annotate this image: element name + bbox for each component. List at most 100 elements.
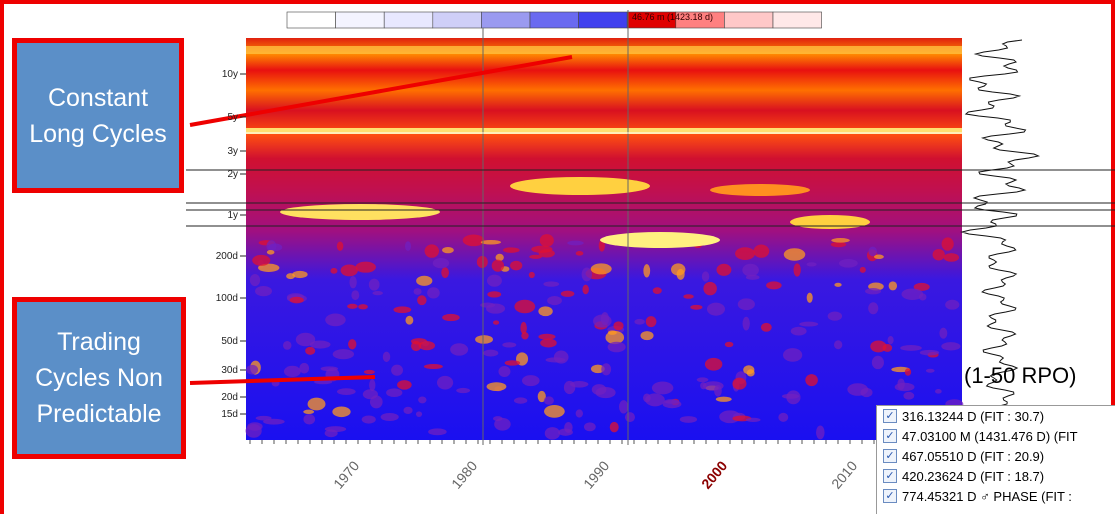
heat-blob (246, 364, 259, 375)
checkbox[interactable]: ✓ (883, 469, 897, 483)
heat-blob (613, 321, 624, 331)
legend-label: 420.23624 D (FIT : 18.7) (902, 468, 1045, 484)
heat-blob (480, 240, 501, 245)
heat-blob (724, 341, 734, 348)
heat-blob (706, 302, 725, 316)
heat-blob (282, 340, 292, 350)
heat-blob (539, 234, 554, 247)
heat-blob (502, 342, 517, 348)
heat-blob (833, 340, 843, 350)
heat-blob (486, 303, 506, 314)
heat-blob (521, 375, 540, 387)
heat-blob (600, 232, 720, 248)
heat-blob (330, 267, 338, 274)
heat-blob (320, 366, 339, 372)
y-tick-label: 200d (216, 251, 238, 262)
x-tick-label: 2010 (828, 458, 860, 492)
heat-blob (427, 287, 440, 299)
heat-blob (805, 374, 818, 387)
frame-top (0, 0, 1115, 4)
checkbox[interactable]: ✓ (883, 409, 897, 423)
heat-blob (442, 246, 454, 254)
heat-blob (340, 264, 358, 277)
heat-blob (382, 351, 391, 363)
scale-segment (772, 11, 822, 29)
legend-item[interactable]: ✓ 316.13244 D (FIT : 30.7) (877, 406, 1115, 426)
heat-blob (745, 417, 761, 423)
heat-blob (651, 381, 674, 395)
heat-blob (567, 240, 584, 246)
heat-blob (600, 312, 610, 326)
heat-blob (753, 244, 770, 258)
heat-blob (393, 306, 412, 314)
heat-blob (495, 253, 504, 262)
frame-left (0, 0, 4, 514)
heat-blob (790, 326, 807, 336)
heat-blob (436, 375, 454, 390)
heat-blob (652, 287, 662, 294)
heat-blob (295, 332, 316, 347)
heat-blob (361, 415, 376, 424)
heat-blob (860, 387, 873, 398)
heat-blob (483, 349, 499, 357)
heat-blob (266, 249, 275, 255)
heat-blob (941, 342, 961, 351)
heat-blob (363, 369, 375, 375)
heat-blob (903, 391, 915, 400)
heat-blob (543, 281, 560, 287)
scale-segment (335, 11, 385, 29)
heat-band (246, 46, 962, 54)
heat-blob (543, 396, 554, 405)
heat-blob (504, 360, 521, 366)
legend-item[interactable]: ✓ 47.03100 M (1431.476 D) (FIT (877, 426, 1115, 446)
heat-blob (538, 333, 556, 340)
y-tick-label: 10y (222, 69, 238, 80)
heat-blob (442, 313, 460, 322)
heat-blob (538, 306, 553, 317)
legend-item[interactable]: ✓ 467.05510 D (FIT : 20.9) (877, 446, 1115, 466)
heat-blob (428, 428, 447, 436)
scale-segment (724, 11, 774, 29)
checkbox[interactable]: ✓ (883, 489, 897, 503)
heat-blob (591, 384, 607, 395)
x-tick-label: 1990 (580, 458, 612, 492)
heat-blob (332, 406, 351, 418)
heat-blob (404, 241, 412, 252)
heat-blob (303, 409, 315, 414)
heat-blob (309, 340, 331, 349)
heat-blob (491, 259, 505, 272)
heat-blob (830, 241, 847, 248)
heat-blob (624, 412, 635, 423)
heat-blob (900, 344, 922, 351)
heat-blob (865, 288, 882, 295)
heat-blob (901, 288, 924, 300)
heat-blob (336, 241, 344, 251)
heat-blob (702, 381, 724, 391)
checkbox[interactable]: ✓ (883, 449, 897, 463)
heat-blob (391, 364, 403, 376)
legend-item[interactable]: ✓ 774.45321 D ♂ PHASE (FIT : (877, 486, 1115, 506)
cycle-legend: ✓ 316.13244 D (FIT : 30.7) ✓ 47.03100 M (14… (876, 405, 1115, 514)
heat-blob (368, 278, 380, 291)
legend-item[interactable]: ✓ 420.23624 D (FIT : 18.7) (877, 466, 1115, 486)
heat-blob (766, 281, 782, 290)
heat-blob (590, 364, 605, 374)
heat-blob (737, 298, 755, 311)
heat-blob (307, 397, 326, 411)
heat-blob (418, 396, 427, 404)
heat-blob (619, 400, 629, 414)
heat-blob (897, 378, 905, 390)
y-tick-label: 3y (227, 146, 238, 157)
heat-blob (349, 276, 357, 289)
legend-label: 316.13244 D (FIT : 30.7) (902, 408, 1045, 424)
checkbox[interactable]: ✓ (883, 429, 897, 443)
heat-blob (299, 362, 310, 374)
heat-blob (607, 341, 626, 353)
heat-blob (252, 254, 271, 266)
heat-blob (547, 295, 562, 306)
heat-blob (601, 363, 612, 376)
heat-blob (799, 321, 819, 327)
heat-blob (386, 388, 403, 398)
heat-blob (888, 281, 898, 291)
heat-blob (932, 248, 945, 261)
